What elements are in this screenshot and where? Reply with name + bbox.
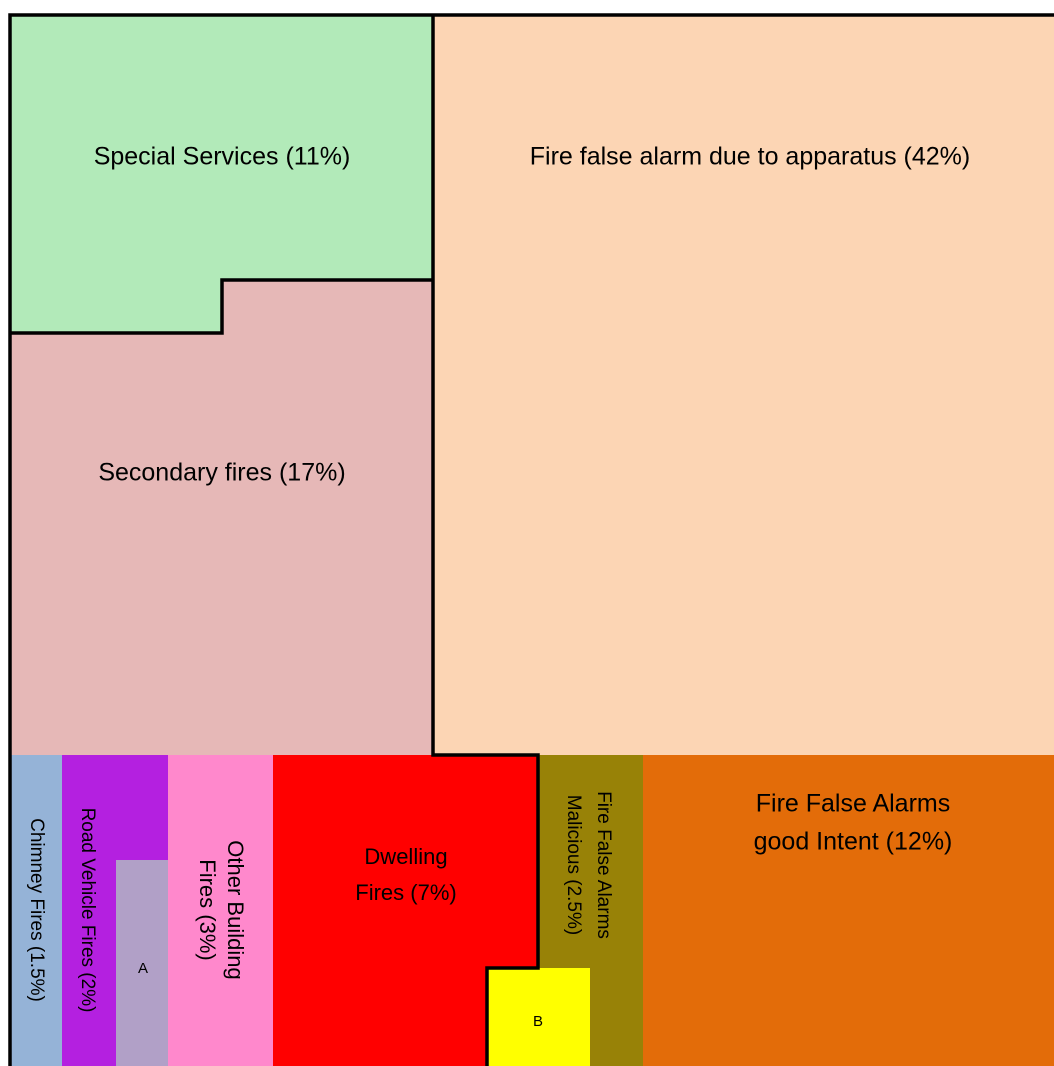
label: Fire false alarm due to apparatus (42%) bbox=[530, 143, 971, 171]
label: A bbox=[138, 960, 148, 977]
malicious-alarms bbox=[538, 755, 643, 1066]
dwelling-fires bbox=[273, 755, 538, 1066]
outline bbox=[431, 15, 540, 1066]
label: Dwelling bbox=[364, 844, 447, 869]
label: good Intent (12%) bbox=[754, 828, 953, 856]
block-b bbox=[487, 968, 590, 1066]
label: Other Building bbox=[223, 840, 248, 979]
good-intent-alarms bbox=[643, 755, 1054, 1066]
outline bbox=[8, 13, 1054, 1066]
label: Fires (7%) bbox=[355, 880, 456, 905]
label: Secondary fires (17%) bbox=[98, 459, 345, 487]
label: Road Vehicle Fires (2%) bbox=[77, 808, 98, 1013]
label: Special Services (11%) bbox=[94, 143, 351, 171]
label: Malicious (2.5%) bbox=[563, 795, 584, 935]
false-alarm-apparatus bbox=[433, 15, 1054, 755]
other-building-fires bbox=[168, 755, 273, 1066]
label: Fire False Alarms bbox=[756, 790, 950, 818]
outline bbox=[10, 278, 433, 335]
block-a bbox=[116, 860, 168, 1066]
label: Fire False Alarms bbox=[593, 791, 614, 939]
chimney-fires bbox=[10, 755, 62, 1066]
label: Fires (3%) bbox=[195, 859, 220, 960]
label: B bbox=[533, 1013, 543, 1030]
special-services bbox=[10, 15, 433, 333]
secondary-fires bbox=[10, 280, 433, 755]
label: Chimney Fires (1.5%) bbox=[26, 818, 47, 1002]
